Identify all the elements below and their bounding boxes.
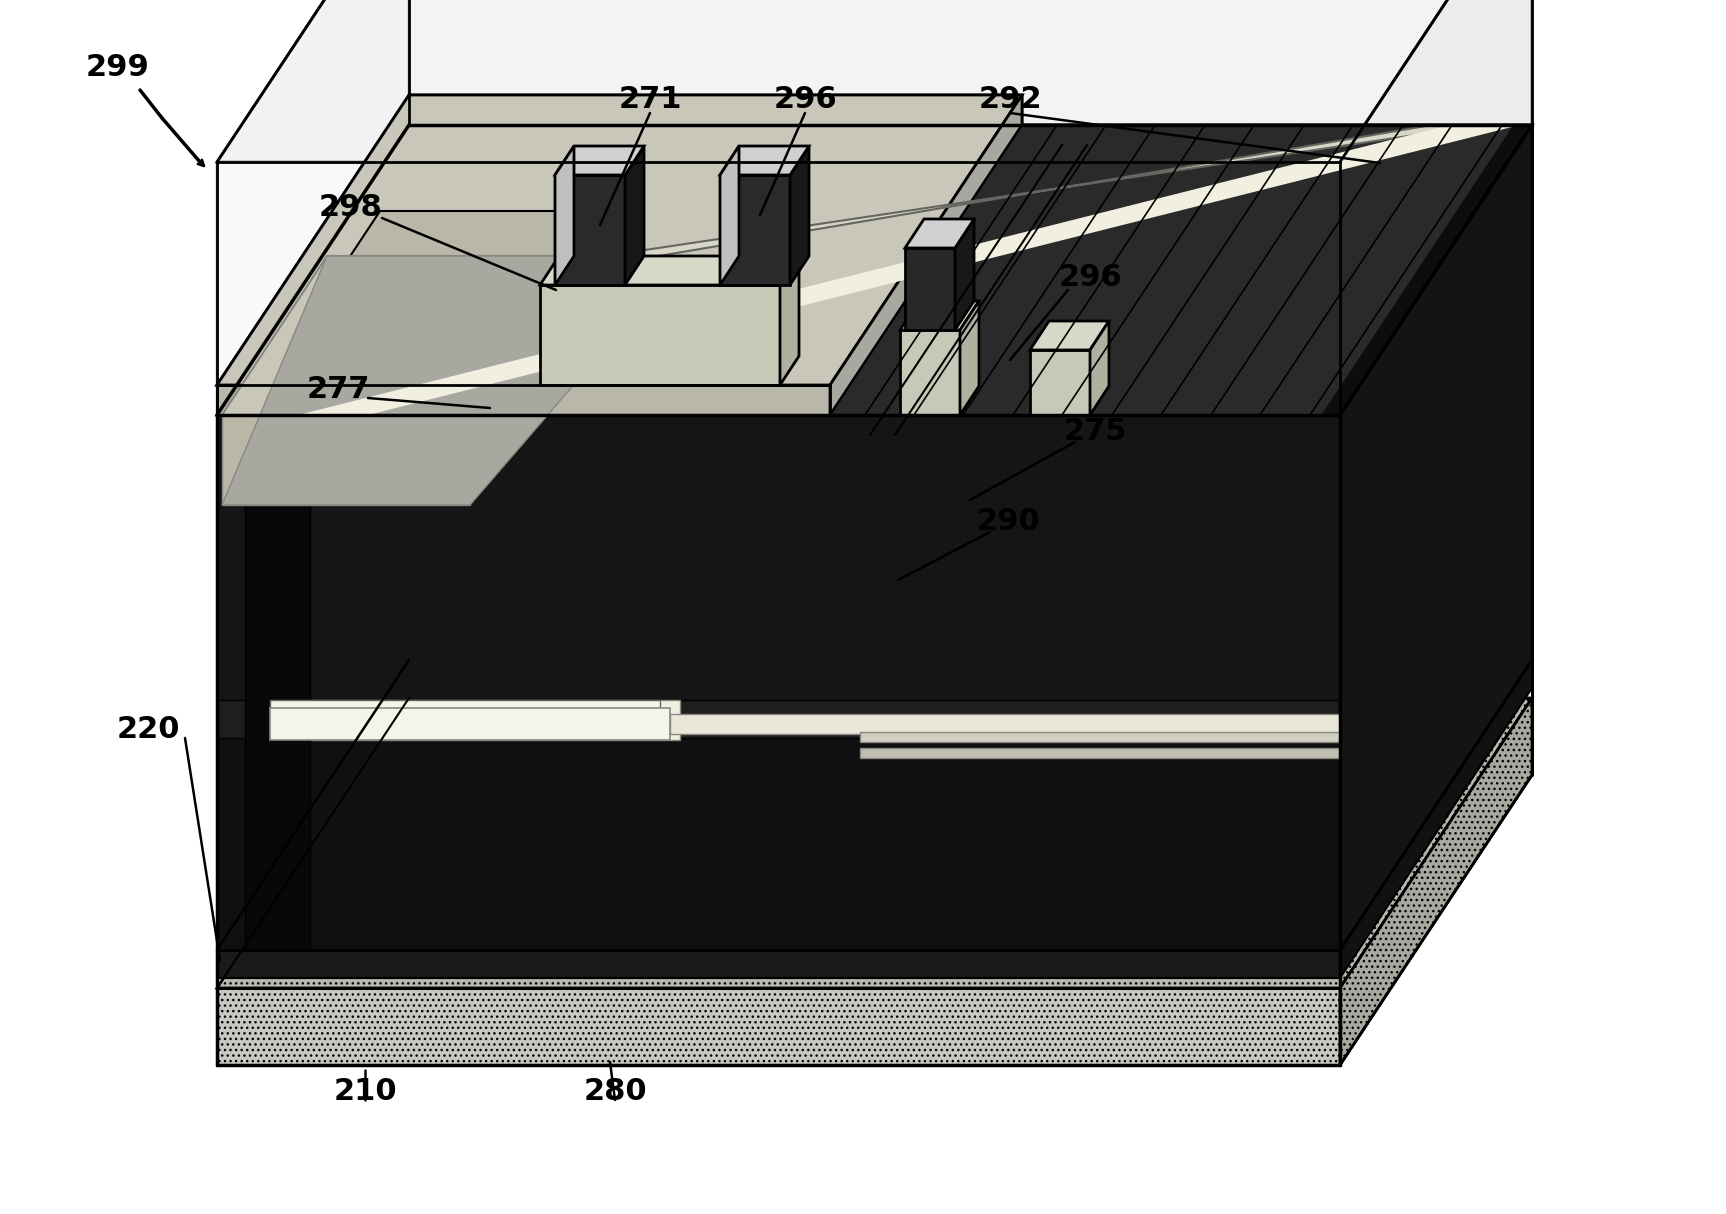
Polygon shape	[217, 988, 1339, 1065]
Text: 210: 210	[333, 1078, 397, 1106]
Polygon shape	[720, 175, 791, 285]
Polygon shape	[217, 0, 409, 415]
Polygon shape	[830, 125, 1533, 415]
Polygon shape	[217, 125, 452, 415]
Polygon shape	[899, 330, 960, 415]
Polygon shape	[556, 146, 575, 285]
Polygon shape	[670, 714, 1339, 734]
Polygon shape	[830, 95, 1022, 415]
Polygon shape	[860, 732, 1339, 742]
Polygon shape	[1030, 320, 1110, 350]
Polygon shape	[556, 175, 625, 285]
Text: 296: 296	[1058, 263, 1122, 293]
Polygon shape	[217, 385, 830, 415]
Polygon shape	[261, 125, 1533, 415]
Polygon shape	[791, 146, 809, 285]
Polygon shape	[217, 415, 1339, 951]
Polygon shape	[860, 748, 1339, 758]
Polygon shape	[540, 285, 780, 385]
Text: 299: 299	[86, 53, 150, 83]
Polygon shape	[245, 415, 311, 951]
Polygon shape	[269, 700, 659, 738]
Polygon shape	[223, 256, 704, 415]
Polygon shape	[1339, 698, 1533, 1065]
Polygon shape	[960, 301, 979, 415]
Polygon shape	[780, 256, 799, 385]
Polygon shape	[556, 146, 644, 175]
Polygon shape	[720, 146, 809, 175]
Polygon shape	[290, 127, 1512, 416]
Text: 296: 296	[773, 85, 837, 114]
Polygon shape	[1339, 125, 1533, 951]
Polygon shape	[223, 256, 685, 505]
Polygon shape	[830, 127, 1512, 416]
Polygon shape	[217, 0, 1533, 161]
Polygon shape	[540, 256, 799, 285]
Polygon shape	[217, 698, 1533, 988]
Polygon shape	[266, 270, 576, 415]
Text: 280: 280	[583, 1078, 647, 1106]
Polygon shape	[217, 738, 1339, 951]
Polygon shape	[1091, 320, 1110, 415]
Polygon shape	[511, 125, 1483, 270]
Polygon shape	[1339, 660, 1533, 978]
Polygon shape	[720, 146, 739, 285]
Polygon shape	[217, 660, 1533, 951]
Polygon shape	[217, 951, 1339, 978]
Text: 292: 292	[979, 85, 1043, 114]
Polygon shape	[269, 708, 670, 741]
Polygon shape	[830, 125, 1533, 415]
Polygon shape	[217, 415, 1339, 700]
Polygon shape	[261, 700, 680, 741]
Polygon shape	[1030, 350, 1091, 415]
Polygon shape	[904, 219, 973, 248]
Polygon shape	[899, 301, 979, 330]
Text: 290: 290	[977, 507, 1039, 537]
Text: 220: 220	[116, 715, 180, 744]
Text: 277: 277	[306, 375, 369, 404]
Polygon shape	[223, 415, 469, 505]
Polygon shape	[830, 95, 1022, 415]
Polygon shape	[217, 161, 1339, 415]
Text: 271: 271	[618, 85, 682, 114]
Polygon shape	[1339, 0, 1533, 415]
Polygon shape	[217, 385, 830, 415]
Text: 275: 275	[1063, 418, 1127, 447]
Polygon shape	[904, 248, 954, 330]
Polygon shape	[217, 95, 1022, 385]
Polygon shape	[266, 211, 606, 385]
Polygon shape	[217, 95, 1022, 385]
Polygon shape	[954, 219, 973, 330]
Text: 298: 298	[318, 193, 381, 222]
Polygon shape	[625, 146, 644, 285]
Polygon shape	[217, 125, 1533, 415]
